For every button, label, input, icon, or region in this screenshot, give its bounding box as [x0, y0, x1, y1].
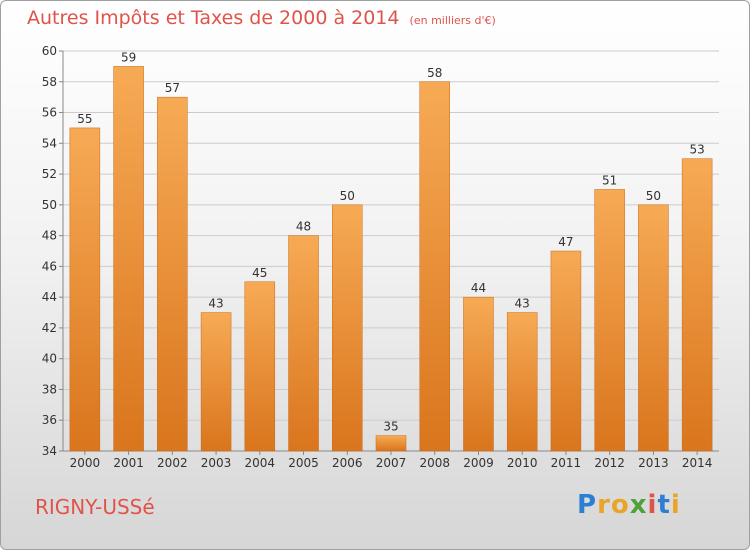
- y-tick-label: 36: [42, 413, 57, 427]
- x-tick-label: 2008: [419, 456, 450, 470]
- x-tick-label: 2001: [113, 456, 144, 470]
- proxiti-logo[interactable]: Proxiti: [577, 490, 681, 520]
- x-tick-label: 2003: [201, 456, 232, 470]
- bar-value-label: 48: [296, 220, 311, 234]
- x-tick-label: 2006: [332, 456, 363, 470]
- commune-name: RIGNY-USSé: [35, 495, 155, 519]
- x-tick-label: 2014: [682, 456, 713, 470]
- bar-2002: [157, 96, 188, 452]
- bar-2008: [419, 81, 450, 452]
- y-tick-label: 34: [42, 444, 57, 458]
- x-tick-label: 2000: [70, 456, 101, 470]
- bar-2007: [375, 435, 407, 452]
- x-tick-label: 2009: [463, 456, 494, 470]
- bar-value-label: 44: [471, 281, 486, 295]
- y-tick-label: 38: [42, 382, 57, 396]
- bar-2004: [244, 281, 276, 452]
- bar-value-label: 45: [252, 266, 267, 280]
- bar-2000: [69, 127, 101, 452]
- x-tick-label: 2004: [245, 456, 276, 470]
- chart-title: Autres Impôts et Taxes de 2000 à 2014 (e…: [27, 7, 496, 29]
- bar-value-label: 43: [515, 297, 530, 311]
- bar-value-label: 53: [689, 143, 704, 157]
- bar-value-label: 57: [165, 81, 180, 95]
- bar-2005: [288, 235, 319, 452]
- bar-value-label: 55: [77, 112, 92, 126]
- y-tick-label: 50: [42, 198, 57, 212]
- y-tick-label: 54: [42, 136, 57, 150]
- y-tick-label: 56: [42, 106, 57, 120]
- x-tick-label: 2012: [594, 456, 625, 470]
- bar-value-label: 47: [558, 235, 573, 249]
- bar-value-label: 51: [602, 173, 617, 187]
- bar-value-label: 43: [208, 297, 223, 311]
- bar-2003: [200, 312, 232, 452]
- x-tick-label: 2011: [551, 456, 582, 470]
- bar-value-label: 50: [646, 189, 661, 203]
- y-tick-label: 58: [42, 75, 57, 89]
- bar-2013: [638, 204, 669, 452]
- y-tick-label: 46: [42, 259, 57, 273]
- bar-2010: [506, 312, 538, 452]
- y-tick-label: 48: [42, 229, 57, 243]
- bar-2006: [332, 204, 363, 452]
- x-tick-label: 2010: [507, 456, 538, 470]
- bar-2012: [594, 189, 625, 452]
- y-tick-label: 52: [42, 167, 57, 181]
- y-tick-label: 42: [42, 321, 57, 335]
- bar-2009: [463, 296, 494, 452]
- y-tick-label: 60: [42, 44, 57, 58]
- chart-subtitle: (en milliers d'€): [409, 14, 496, 27]
- x-tick-label: 2013: [638, 456, 669, 470]
- bar-value-label: 59: [121, 50, 136, 64]
- x-tick-label: 2002: [157, 456, 188, 470]
- x-tick-label: 2005: [288, 456, 319, 470]
- bar-2011: [550, 250, 582, 452]
- x-tick-label: 2007: [376, 456, 407, 470]
- y-tick-label: 44: [42, 290, 57, 304]
- bar-2014: [681, 158, 713, 452]
- bar-value-label: 50: [340, 189, 355, 203]
- bar-2001: [113, 66, 144, 452]
- y-tick-label: 40: [42, 352, 57, 366]
- bar-value-label: 58: [427, 66, 442, 80]
- chart-title-text: Autres Impôts et Taxes de 2000 à 2014: [27, 7, 400, 29]
- bar-value-label: 35: [383, 420, 398, 434]
